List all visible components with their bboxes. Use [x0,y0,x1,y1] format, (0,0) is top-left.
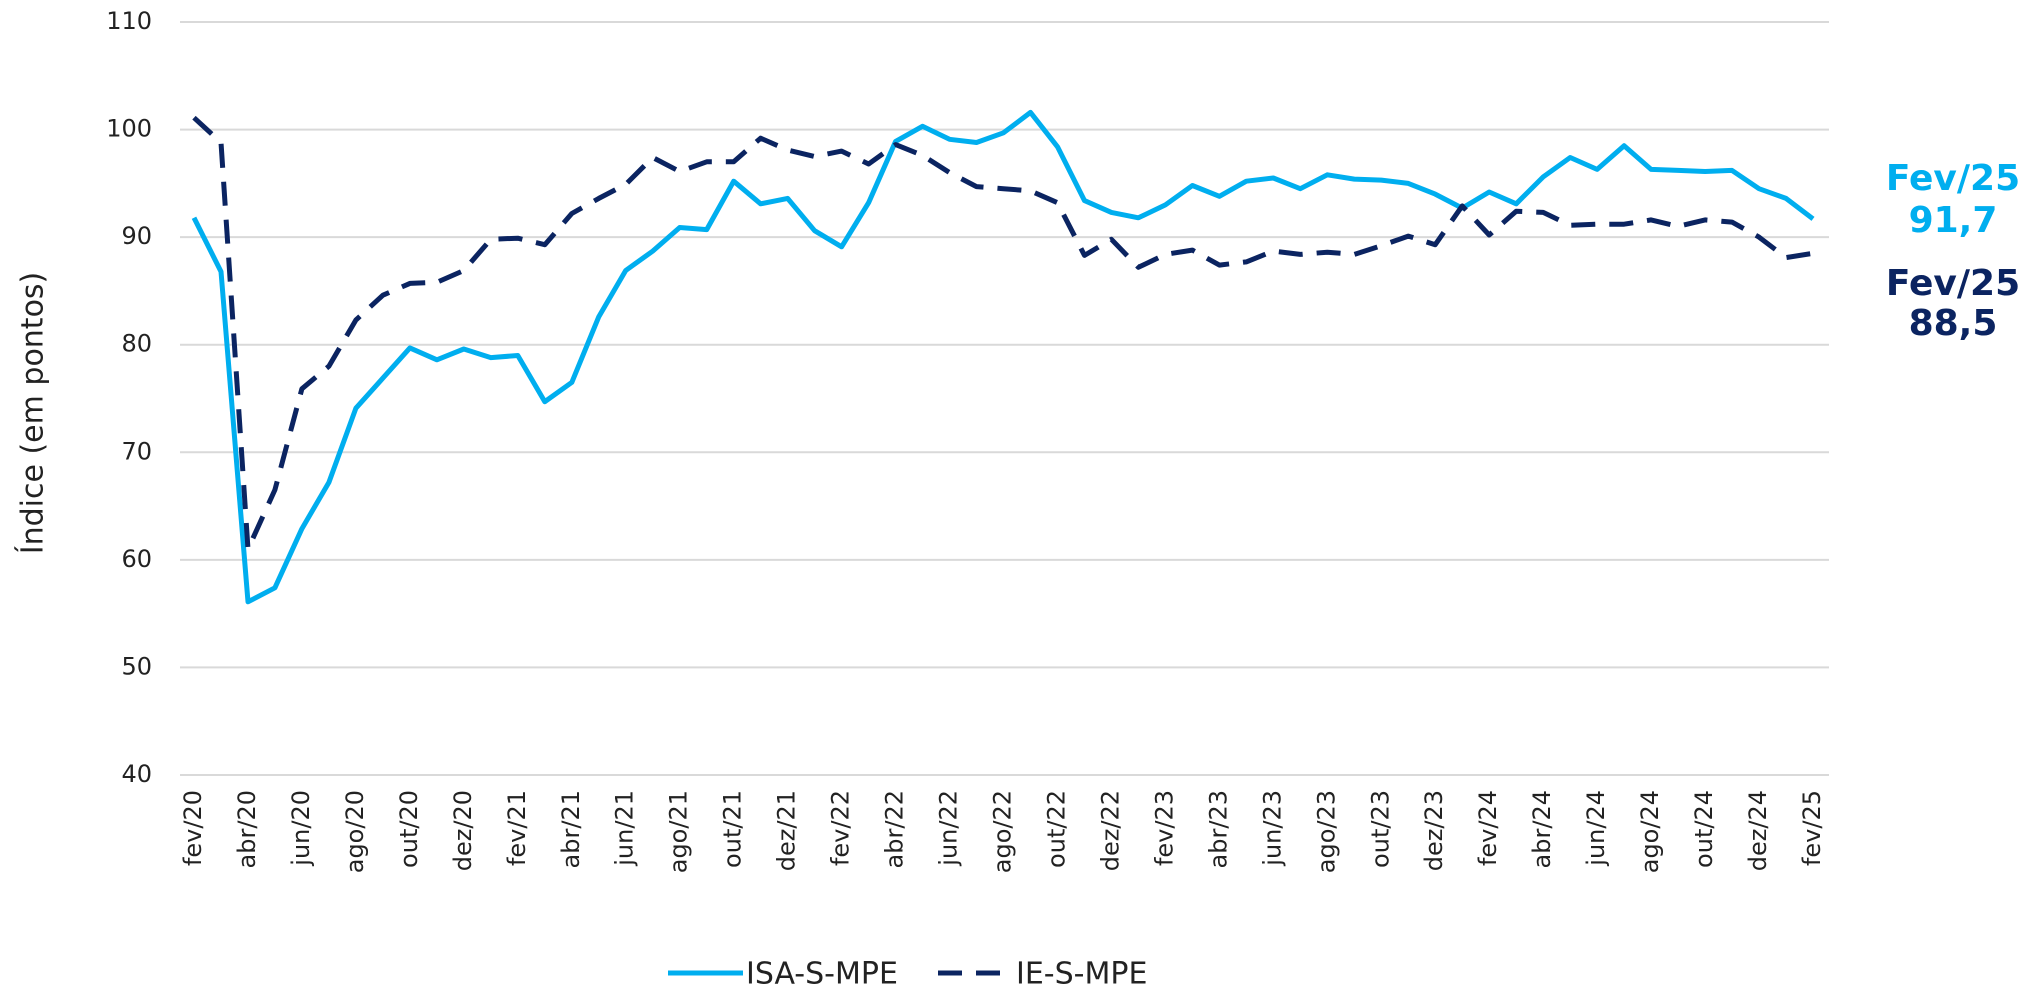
y-tick-label: 50 [121,652,152,680]
series-line [192,115,1814,552]
x-tick-label: dez/20 [449,790,477,871]
x-tick-label: out/20 [395,790,423,868]
x-tick-label: dez/24 [1744,790,1772,871]
annotation: Fev/25 [1886,158,2020,199]
x-tick-label: out/24 [1690,790,1718,868]
y-tick-label: 80 [121,330,152,358]
series-line [191,109,1815,605]
y-tick-label: 40 [121,760,152,788]
x-tick-label: fev/21 [503,790,531,866]
annotation: Fev/25 [1886,263,2020,304]
x-tick-label: out/21 [719,790,747,868]
x-tick-label: fev/22 [827,790,855,866]
x-tick-label: ago/20 [341,790,369,873]
x-tick-label: ago/23 [1312,790,1340,873]
x-tick-label: abr/23 [1204,790,1232,868]
x-tick-label: dez/22 [1096,790,1124,871]
x-tick-label: dez/21 [773,790,801,871]
x-tick-label: dez/23 [1420,790,1448,871]
x-tick-label: out/22 [1042,790,1070,868]
y-tick-label: 70 [121,437,152,465]
x-tick-label: jun/24 [1582,790,1610,867]
annotation: 91,7 [1909,200,1998,241]
x-tick-label: out/23 [1366,790,1394,868]
x-tick-label: jun/20 [287,790,315,867]
legend-label: ISA-S-MPE [746,957,898,991]
x-tick-label: fev/20 [179,790,207,866]
x-tick-label: abr/20 [233,790,261,868]
x-tick-label: fev/24 [1474,790,1502,866]
x-tick-label: abr/22 [881,790,909,868]
legend-label: IE-S-MPE [1016,957,1147,991]
x-tick-label: jun/22 [935,790,963,867]
annotation: 88,5 [1909,303,1998,344]
x-tick-label: abr/24 [1528,790,1556,868]
x-tick-label: ago/22 [989,790,1017,873]
y-tick-label: 100 [106,115,152,143]
y-axis-title: Índice (em pontos) [15,272,51,555]
x-tick-label: jun/21 [611,790,639,867]
x-tick-label: abr/21 [557,790,585,868]
y-tick-label: 90 [121,222,152,250]
x-tick-label: fev/23 [1150,790,1178,866]
x-tick-label: ago/24 [1636,790,1664,873]
y-tick-label: 60 [121,545,152,573]
x-tick-label: ago/21 [665,790,693,873]
x-tick-label: jun/23 [1258,790,1286,867]
y-tick-label: 110 [106,7,152,35]
x-tick-label: fev/25 [1798,790,1826,866]
